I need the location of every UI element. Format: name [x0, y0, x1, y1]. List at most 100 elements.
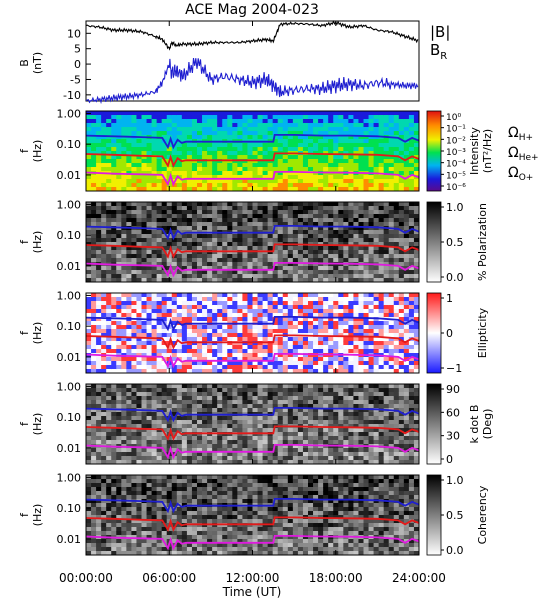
gyro-h-line: [85, 133, 420, 150]
freq-ylabel: f: [18, 421, 31, 426]
panel-intensity: 1.00 0.10 0.01 f (Hz) 10⁰ 10⁻¹10⁻² 10⁻³ 10⁻⁴10⁻⁵…: [18, 107, 494, 193]
gyro-o-line: [85, 352, 420, 369]
gyro-he-line: [85, 152, 420, 168]
panel-coherency: 1.00 0.10 0.01 f (Hz) 1.0 0.5 0.0 Coherency: [18, 471, 489, 557]
freq-ylabel: f: [18, 148, 31, 153]
colorbar-tick-label: 0: [446, 327, 453, 340]
colorbar-tick-label: 10⁻¹: [446, 125, 466, 135]
gyro-legend-o: ΩO+: [508, 165, 533, 183]
spectrogram-panels: 1.000.100.01f (Hz)10⁰10⁻¹10⁻²10⁻³10⁻⁴10⁻⁵…: [18, 107, 494, 557]
freq-tick-label: 0.01: [57, 533, 82, 546]
freq-tick-label: 0.01: [57, 442, 82, 455]
colorbar-tick-label: 60: [446, 406, 460, 419]
gyro-he-line: [85, 516, 420, 532]
colorbar-tick-label: 10⁻⁴: [446, 160, 466, 170]
freq-tick-label: 0.10: [57, 320, 82, 333]
x-tick-label: 06:00:00: [142, 571, 196, 585]
colorbar-tick-label: 1.0: [446, 201, 464, 214]
freq-tick-label: 0.01: [57, 169, 82, 182]
x-axis-label: Time (UT): [222, 585, 282, 599]
panel-ellipticity: 1.00 0.10 0.01 f (Hz) 1 0 −1 Ellipticity: [18, 289, 489, 375]
legend-babs: |B|: [430, 23, 450, 41]
colorbar-label: % Polarization: [476, 203, 489, 281]
b-field-ytick-label: 10: [67, 27, 81, 40]
x-tick-label: 12:00:00: [226, 571, 280, 585]
b-field-ytick-label: -5: [70, 73, 81, 86]
figure-title: ACE Mag 2004-023: [185, 2, 319, 18]
panel-kdotb: 1.00 0.10 0.01 f (Hz) 90 60 30 0 k dot B (Deg): [18, 380, 494, 466]
freq-ylabel: f: [18, 239, 31, 244]
freq-yunit: (Hz): [31, 140, 44, 163]
gyro-o-line: [85, 170, 420, 187]
colorbar-tick-label: 90: [446, 383, 460, 396]
colorbar-tick-label: 10⁻²: [446, 136, 466, 146]
gyro-o-line: [85, 261, 420, 278]
colorbar-label: Intensity: [468, 127, 481, 175]
colorbar-tick-label: 0.5: [446, 509, 464, 522]
freq-ylabel: f: [18, 512, 31, 517]
b-radial-line: [85, 58, 419, 105]
b-magnitude-line: [85, 20, 419, 51]
gyro-legend-o-symbol: Ω: [508, 165, 519, 181]
colorbar-polarization: [426, 201, 442, 283]
colorbar-tick-label: 0.0: [446, 544, 464, 557]
b-field-yunit: (nT): [31, 52, 44, 74]
x-tick-label: 00:00:00: [59, 571, 113, 585]
colorbar-tick-label: 10⁻⁶: [446, 183, 466, 193]
colorbar-tick-label: 0.5: [446, 236, 464, 249]
gyro-legend-h: ΩH+: [508, 125, 533, 143]
freq-tick-label: 0.01: [57, 260, 82, 273]
colorbar-intensity: [426, 110, 442, 192]
x-tick-label: 18:00:00: [309, 571, 363, 585]
x-tick-label: 24:00:00: [392, 571, 446, 585]
gyro-legend: ΩH+ ΩHe+ ΩO+: [508, 125, 539, 183]
b-field-ytick-label: -10: [63, 89, 81, 102]
freq-tick-label: 1.00: [57, 471, 82, 484]
gyro-h-line: [85, 315, 420, 332]
colorbar-tick-label: 0: [446, 453, 453, 466]
freq-tick-label: 0.01: [57, 351, 82, 364]
colorbar-ellipticity: [426, 292, 442, 374]
freq-tick-label: 1.00: [57, 198, 82, 211]
b-field-plot-frame: [85, 20, 420, 102]
freq-tick-label: 0.10: [57, 411, 82, 424]
gyro-h-line: [85, 224, 420, 241]
b-field-yticks: 10 5 0 -5 -10: [63, 27, 91, 102]
freq-tick-label: 0.10: [57, 229, 82, 242]
freq-tick-label: 1.00: [57, 380, 82, 393]
gyro-h-line: [85, 497, 420, 514]
gyro-o-line: [85, 535, 420, 551]
freq-tick-label: 0.10: [57, 138, 82, 151]
colorbar-tick-label: 1: [446, 292, 453, 305]
gyro-he-line: [85, 243, 420, 259]
b-field-panel: B (nT) 10 5 0 -5 -10 |B| BR: [18, 20, 450, 105]
freq-yunit: (Hz): [31, 322, 44, 345]
gyro-legend-h-symbol: Ω: [508, 125, 519, 141]
colorbar-unit: (Deg): [481, 409, 494, 440]
freq-tick-label: 1.00: [57, 107, 82, 120]
colorbar-kdotb: [426, 383, 442, 465]
colorbar-tick-label: 10⁻⁵: [446, 171, 466, 181]
colorbar-tick-label: 0.0: [446, 271, 464, 284]
b-field-ytick-label: 5: [74, 43, 81, 56]
b-field-ytick-label: 0: [74, 58, 81, 71]
freq-tick-label: 1.00: [57, 289, 82, 302]
legend-br: BR: [430, 41, 447, 62]
freq-yunit: (Hz): [31, 413, 44, 436]
colorbar-tick-label: 1.0: [446, 474, 464, 487]
legend-br-sub: R: [440, 51, 447, 62]
colorbar-tick-label: 10⁻³: [446, 148, 466, 158]
freq-tick-label: 0.10: [57, 502, 82, 515]
freq-yunit: (Hz): [31, 504, 44, 527]
gyro-he-line: [85, 425, 420, 441]
colorbar-label: k dot B: [468, 405, 481, 444]
gyro-legend-he-symbol: Ω: [508, 145, 519, 161]
freq-yunit: (Hz): [31, 231, 44, 254]
gyro-legend-h-sub: H+: [519, 133, 533, 143]
x-tick-labels: 00:00:00 06:00:00 12:00:00 18:00:00 24:00:00: [59, 21, 446, 585]
legend-br-main: B: [430, 41, 440, 59]
gyro-o-line: [85, 443, 420, 460]
colorbar-tick-label: 30: [446, 430, 460, 443]
gyro-he-line: [85, 334, 420, 350]
